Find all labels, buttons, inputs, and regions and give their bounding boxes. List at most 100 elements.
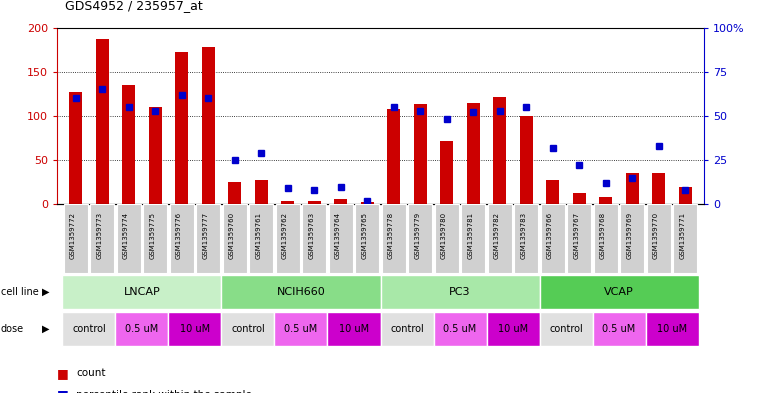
Text: GSM1359778: GSM1359778 (388, 212, 393, 259)
Bar (175, 52, 188, 204)
Bar (380, 312, 434, 346)
Text: GDS4952 / 235957_at: GDS4952 / 235957_at (65, 0, 202, 12)
Text: GSM1359770: GSM1359770 (653, 212, 659, 259)
Bar (647, 204, 670, 273)
Bar (466, 103, 480, 204)
Text: ▶: ▶ (42, 287, 49, 297)
Bar (461, 204, 486, 273)
Text: GSM1359768: GSM1359768 (600, 212, 606, 259)
Text: 0.5 uM: 0.5 uM (444, 324, 476, 334)
Text: dose: dose (1, 324, 24, 334)
Text: GSM1359765: GSM1359765 (361, 212, 368, 259)
Bar (620, 204, 645, 273)
Text: VCAP: VCAP (604, 287, 634, 297)
Text: GSM1359764: GSM1359764 (335, 212, 341, 259)
Text: PC3: PC3 (449, 287, 471, 297)
Text: NCIH660: NCIH660 (276, 287, 326, 297)
Text: GSM1359766: GSM1359766 (547, 212, 552, 259)
Bar (573, 193, 586, 204)
Bar (679, 187, 692, 204)
Bar (221, 275, 380, 309)
Bar (302, 204, 326, 273)
Bar (645, 312, 699, 346)
Bar (96, 39, 109, 204)
Bar (546, 180, 559, 204)
Text: control: control (72, 324, 106, 334)
Text: LNCAP: LNCAP (123, 287, 161, 297)
Text: GSM1359781: GSM1359781 (467, 212, 473, 259)
Bar (434, 312, 486, 346)
Bar (380, 275, 540, 309)
Bar (69, 92, 82, 204)
Text: 10 uM: 10 uM (339, 324, 369, 334)
Bar (170, 204, 193, 273)
Bar (409, 204, 432, 273)
Bar (148, 107, 162, 204)
Bar (275, 312, 327, 346)
Bar (440, 141, 454, 204)
Bar (540, 275, 699, 309)
Text: GSM1359762: GSM1359762 (282, 212, 288, 259)
Bar (514, 204, 538, 273)
Text: 0.5 uM: 0.5 uM (126, 324, 158, 334)
Bar (223, 204, 247, 273)
Text: GSM1359771: GSM1359771 (680, 212, 686, 259)
Text: GSM1359775: GSM1359775 (149, 212, 155, 259)
Bar (62, 312, 116, 346)
Text: 10 uM: 10 uM (657, 324, 687, 334)
Bar (568, 204, 591, 273)
Bar (673, 204, 697, 273)
Text: GSM1359772: GSM1359772 (70, 212, 75, 259)
Text: 10 uM: 10 uM (498, 324, 528, 334)
Text: GSM1359767: GSM1359767 (573, 212, 579, 259)
Text: GSM1359774: GSM1359774 (123, 212, 129, 259)
Bar (387, 109, 400, 204)
Bar (329, 204, 352, 273)
Bar (143, 204, 167, 273)
Bar (64, 204, 88, 273)
Bar (520, 116, 533, 204)
Bar (116, 312, 168, 346)
Bar (593, 312, 645, 346)
Bar (202, 47, 215, 204)
Bar (599, 197, 613, 204)
Bar (626, 173, 639, 204)
Text: control: control (231, 324, 265, 334)
Bar (355, 204, 379, 273)
Bar (540, 312, 593, 346)
Bar (168, 312, 221, 346)
Bar (250, 204, 273, 273)
Text: cell line: cell line (1, 287, 39, 297)
Bar (307, 201, 321, 204)
Bar (228, 182, 241, 204)
Text: GSM1359776: GSM1359776 (176, 212, 182, 259)
Text: GSM1359783: GSM1359783 (521, 212, 527, 259)
Text: GSM1359773: GSM1359773 (96, 212, 102, 259)
Text: GSM1359780: GSM1359780 (441, 212, 447, 259)
Text: GSM1359779: GSM1359779 (414, 212, 420, 259)
Text: 0.5 uM: 0.5 uM (285, 324, 317, 334)
Text: GSM1359782: GSM1359782 (494, 212, 500, 259)
Bar (541, 204, 565, 273)
Bar (196, 204, 220, 273)
Bar (652, 173, 665, 204)
Bar (382, 204, 406, 273)
Bar (414, 105, 427, 204)
Bar (486, 312, 540, 346)
Text: control: control (549, 324, 583, 334)
Text: GSM1359763: GSM1359763 (308, 212, 314, 259)
Bar (91, 204, 114, 273)
Bar (255, 180, 268, 204)
Bar (122, 85, 135, 204)
Bar (275, 204, 300, 273)
Bar (221, 312, 275, 346)
Bar (334, 199, 347, 204)
Text: GSM1359777: GSM1359777 (202, 212, 209, 259)
Bar (361, 202, 374, 204)
Text: GSM1359769: GSM1359769 (626, 212, 632, 259)
Text: 0.5 uM: 0.5 uM (603, 324, 635, 334)
Text: 10 uM: 10 uM (180, 324, 210, 334)
Text: ▶: ▶ (42, 324, 49, 334)
Text: GSM1359760: GSM1359760 (229, 212, 234, 259)
Bar (281, 201, 295, 204)
